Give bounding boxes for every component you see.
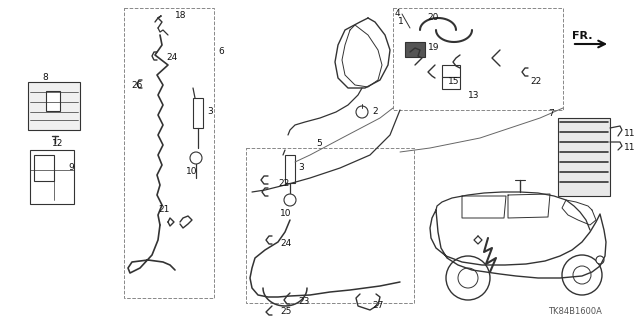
Circle shape	[596, 256, 604, 264]
Bar	[442, 65, 460, 77]
Text: 1: 1	[398, 18, 404, 27]
Circle shape	[446, 256, 490, 300]
Text: TK84B1600A: TK84B1600A	[548, 308, 602, 316]
Text: 18: 18	[175, 11, 186, 20]
Circle shape	[284, 194, 296, 206]
Bar	[124, 8, 214, 298]
Text: 10: 10	[280, 210, 291, 219]
Text: 5: 5	[316, 139, 322, 148]
Bar	[34, 155, 54, 181]
Bar	[285, 155, 295, 183]
Bar	[393, 8, 563, 110]
Text: 24: 24	[280, 238, 291, 247]
Text: 25: 25	[280, 308, 291, 316]
Bar	[30, 150, 74, 204]
Text: FR.: FR.	[572, 31, 593, 41]
Text: 22: 22	[278, 179, 289, 188]
Circle shape	[562, 255, 602, 295]
Circle shape	[356, 106, 368, 118]
Text: 22: 22	[530, 77, 541, 86]
Bar	[193, 98, 203, 128]
Text: 8: 8	[42, 74, 48, 83]
Bar	[28, 82, 80, 130]
Text: 13: 13	[468, 91, 479, 100]
Bar	[442, 77, 460, 89]
Text: 11: 11	[624, 143, 636, 153]
Text: 12: 12	[52, 140, 63, 148]
Text: 6: 6	[218, 47, 224, 57]
Text: 3: 3	[298, 164, 304, 172]
Text: 15: 15	[448, 77, 460, 86]
Text: 23: 23	[298, 298, 309, 307]
Text: 11: 11	[624, 129, 636, 138]
Text: 19: 19	[428, 43, 440, 52]
Text: 7: 7	[548, 108, 554, 117]
Bar	[405, 42, 425, 57]
Text: 3: 3	[207, 108, 212, 116]
Text: 4: 4	[395, 9, 401, 18]
Text: 24: 24	[166, 53, 177, 62]
Text: 10: 10	[186, 167, 198, 177]
Text: 2: 2	[372, 108, 378, 116]
Text: 21: 21	[158, 205, 170, 214]
Text: 27: 27	[372, 301, 383, 310]
Circle shape	[458, 268, 478, 288]
Circle shape	[573, 266, 591, 284]
Circle shape	[190, 152, 202, 164]
Text: 26: 26	[131, 82, 142, 91]
Bar	[246, 148, 414, 303]
Text: 20: 20	[427, 13, 438, 22]
Bar	[558, 118, 610, 196]
Text: 9: 9	[68, 164, 74, 172]
Bar	[46, 91, 60, 111]
